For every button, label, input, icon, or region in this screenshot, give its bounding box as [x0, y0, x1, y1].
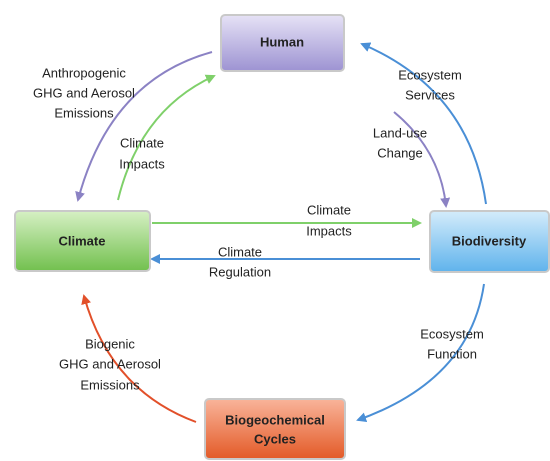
edge-label: Impacts: [119, 156, 165, 171]
node-box: [429, 210, 550, 273]
edge-label: Emissions: [80, 377, 140, 392]
edge-label: Change: [377, 145, 423, 160]
edge-label: GHG and Aerosol: [59, 356, 161, 371]
arrow: [117, 74, 216, 201]
edge-label: Services: [405, 87, 455, 102]
edge-label: GHG and Aerosol: [33, 85, 135, 100]
edge-label: Climate: [120, 135, 164, 150]
arrow: [75, 51, 213, 202]
node-label: Climate: [59, 233, 106, 248]
edge-label: Climate: [218, 244, 262, 259]
edge-label: Climate: [307, 202, 351, 217]
edge-label: Ecosystem: [398, 67, 462, 82]
node-box: [204, 398, 346, 460]
arrow: [360, 42, 487, 205]
node-label: Biogeochemical: [225, 412, 325, 427]
node-label: Biodiversity: [452, 233, 527, 248]
edge-label: Regulation: [209, 264, 271, 279]
arrow: [356, 283, 485, 423]
arrow: [81, 294, 197, 423]
node-box: [14, 210, 151, 272]
edge-label: Emissions: [54, 105, 114, 120]
edge-label: Function: [427, 346, 477, 361]
edge-label: Land-use: [373, 125, 427, 140]
edge-label: Biogenic: [85, 336, 135, 351]
arrow: [393, 111, 451, 208]
edge-label: Ecosystem: [420, 326, 484, 341]
edge-label: Impacts: [306, 223, 352, 238]
node-label: Cycles: [254, 431, 296, 446]
node-label: Human: [260, 34, 304, 49]
node-box: [220, 14, 345, 72]
edge-label: Anthropogenic: [42, 65, 126, 80]
